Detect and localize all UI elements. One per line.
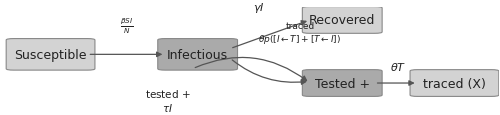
FancyBboxPatch shape [158, 39, 238, 70]
Text: Infectious: Infectious [167, 48, 228, 61]
Text: $\gamma I$: $\gamma I$ [253, 1, 265, 15]
Text: traced
$\theta p([I\leftarrow T]+[T\leftarrow I])$: traced $\theta p([I\leftarrow T]+[T\left… [258, 22, 342, 45]
FancyBboxPatch shape [302, 7, 382, 34]
Text: Tested +: Tested + [314, 77, 370, 90]
FancyBboxPatch shape [6, 39, 95, 70]
Text: traced (X): traced (X) [423, 77, 486, 90]
Text: $\theta T$: $\theta T$ [390, 60, 406, 72]
Text: Susceptible: Susceptible [14, 48, 87, 61]
FancyBboxPatch shape [410, 70, 499, 97]
Text: tested $+$
$\tau I$: tested $+$ $\tau I$ [145, 88, 190, 113]
Text: $\frac{\beta SI}{N}$: $\frac{\beta SI}{N}$ [120, 16, 134, 36]
FancyBboxPatch shape [302, 70, 382, 97]
Text: Recovered: Recovered [309, 14, 376, 27]
